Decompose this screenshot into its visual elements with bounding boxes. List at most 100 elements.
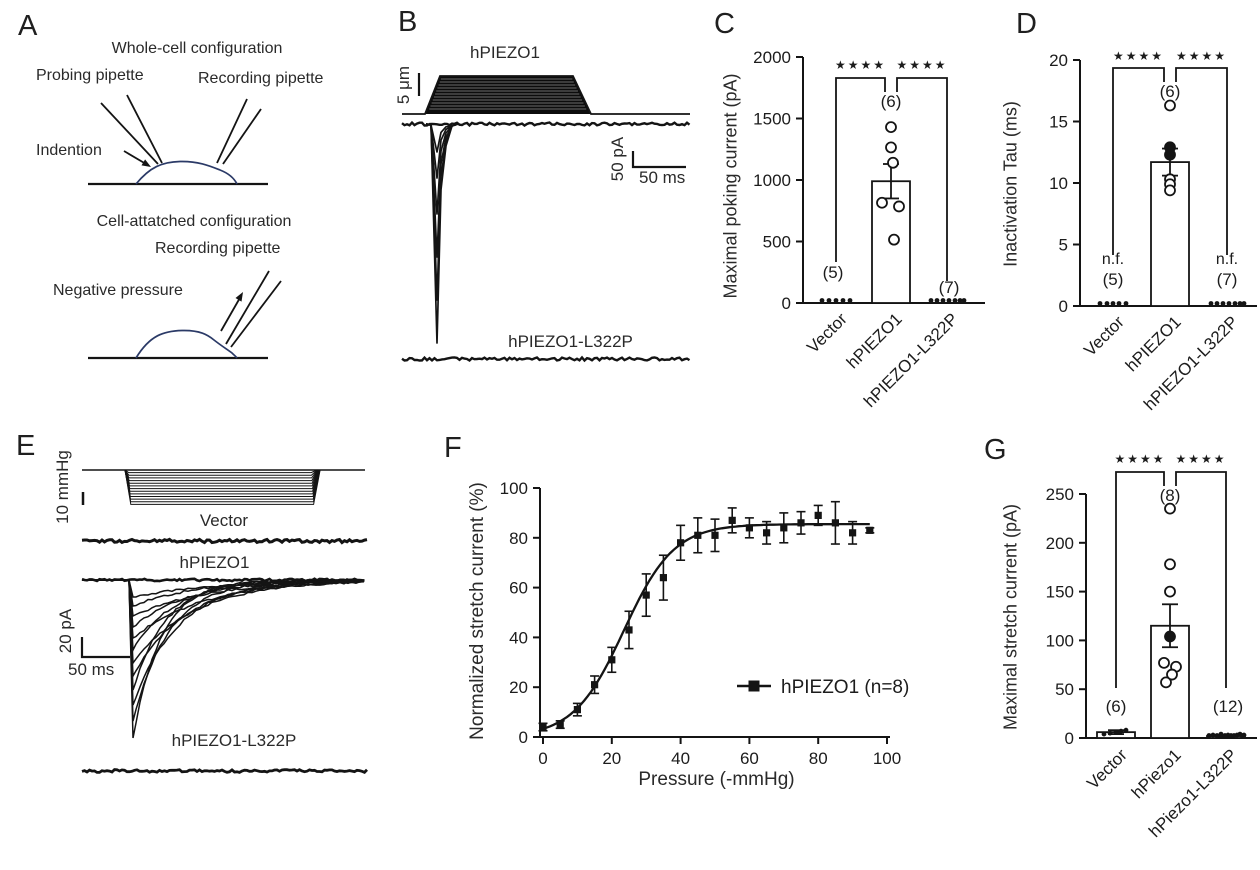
data-point (957, 298, 963, 303)
recording-pipette-label: Recording pipette (155, 240, 281, 257)
cell-outline (135, 160, 238, 185)
category-label: Vector (803, 309, 851, 357)
time-scale-label: 50 ms (639, 168, 686, 187)
data-point (831, 519, 839, 527)
data-point (745, 524, 753, 532)
indention-arrowhead (141, 159, 151, 167)
probing-pipette-label: Probing pipette (36, 67, 144, 84)
n-count-label: (5) (823, 263, 844, 282)
significance-stars: ★★★★ (835, 58, 886, 72)
pressure-step-trace (124, 469, 318, 479)
data-point (833, 298, 839, 303)
pressure-step-trace (124, 469, 319, 484)
maximal-poking-current-chart: 0 500 1000 1500 2000 ★★★★ ★★★★ (5) (6) (7) Vectorh… (753, 48, 985, 411)
pressure-step-trace (124, 469, 321, 500)
y-tick-label: 500 (763, 233, 791, 252)
data-point (763, 529, 771, 537)
n-count-label: (12) (1213, 697, 1243, 716)
trace-label-vector: Vector (199, 511, 249, 530)
data-point (1110, 301, 1116, 306)
data-point (797, 519, 805, 527)
hpiezo1-current-baseline (401, 120, 691, 128)
data-point (1164, 148, 1176, 161)
data-point (1160, 676, 1172, 689)
data-point (1164, 558, 1176, 571)
category-label: hPiezo1 (1128, 745, 1185, 802)
legend-square-marker (748, 680, 760, 692)
pressure-step-trace (124, 469, 318, 474)
y-tick-label: 100 (1046, 631, 1074, 650)
cell-configuration-diagram (88, 94, 282, 360)
pressure-scale-label: 10 mmHg (53, 450, 72, 524)
indention-label: Indention (36, 142, 102, 159)
negative-pressure-arrow (220, 295, 242, 332)
data-point (1164, 184, 1176, 197)
data-point (1116, 729, 1122, 735)
category-label: Vector (1083, 745, 1131, 793)
stretch-current-trace (82, 578, 365, 691)
data-point (885, 121, 897, 134)
y-tick-label: 250 (1046, 485, 1074, 504)
stretch-current-trace (82, 579, 364, 679)
data-point (1104, 301, 1110, 306)
data-point (1101, 731, 1107, 737)
data-point (1241, 732, 1247, 738)
c-y-axis-title: Maximal poking current (pA) (720, 73, 741, 299)
data-point (539, 723, 547, 731)
data-point (940, 298, 946, 303)
data-point (1214, 301, 1220, 306)
data-point (826, 298, 832, 303)
data-point (1226, 301, 1232, 306)
no-fit-label: n.f. (1216, 251, 1238, 268)
stretch-current-trace (82, 579, 365, 666)
data-point (1208, 301, 1214, 306)
data-point (1210, 732, 1216, 738)
poking-current-spike (425, 123, 459, 153)
data-point (1164, 585, 1176, 598)
data-point (728, 516, 736, 524)
displacement-trace-outline (402, 75, 690, 115)
data-point (946, 298, 952, 303)
y-tick-label: 1000 (753, 171, 791, 190)
significance-bracket (1115, 471, 1165, 688)
x-tick-label: 40 (671, 749, 690, 768)
y-tick-label: 0 (1059, 297, 1068, 316)
current-scale-label: 50 pA (608, 136, 627, 182)
recording-pipette-line (216, 98, 248, 164)
data-point (888, 233, 900, 246)
recording-pipette-line (230, 280, 282, 348)
cell-attached-title: Cell-attatched configuration (96, 213, 292, 230)
data-point (677, 539, 685, 547)
data-point (1166, 668, 1178, 681)
panel-label-d: D (1016, 8, 1037, 40)
panel-label-e: E (16, 430, 36, 462)
panel-label-a: A (18, 10, 38, 42)
data-point (934, 298, 940, 303)
poking-current-traces (401, 73, 691, 363)
significance-bracket (1112, 67, 1165, 255)
data-point (1123, 727, 1129, 733)
legend-label: hPIEZO1 (n=8) (781, 677, 909, 698)
y-tick-label: 100 (500, 479, 528, 498)
data-point (591, 681, 599, 689)
n-count-label: (6) (1106, 697, 1127, 716)
y-tick-label: 50 (1055, 680, 1074, 699)
d-y-axis-title: Inactivation Tau (ms) (1000, 101, 1021, 267)
y-tick-label: 0 (1065, 729, 1074, 748)
maximal-stretch-current-chart: 0 50 100 150 200 250 ★★★★ ★★★★ (6) (8) (12) Vectorh… (1046, 452, 1257, 841)
l322p-current-trace (401, 355, 691, 363)
category-label: hPIEZO1-L322P (860, 309, 962, 411)
data-point (887, 156, 899, 169)
data-point (952, 298, 958, 303)
data-point (849, 529, 857, 537)
pressure-step-trace (124, 469, 318, 476)
data-point (1116, 301, 1122, 306)
significance-bracket (1175, 67, 1228, 255)
data-point (1218, 731, 1224, 737)
data-point (893, 200, 905, 213)
data-point (876, 196, 888, 209)
g-y-axis-title: Maximal stretch current (pA) (1000, 503, 1021, 731)
data-point (1164, 99, 1176, 112)
stretch-current-trace (82, 579, 365, 722)
